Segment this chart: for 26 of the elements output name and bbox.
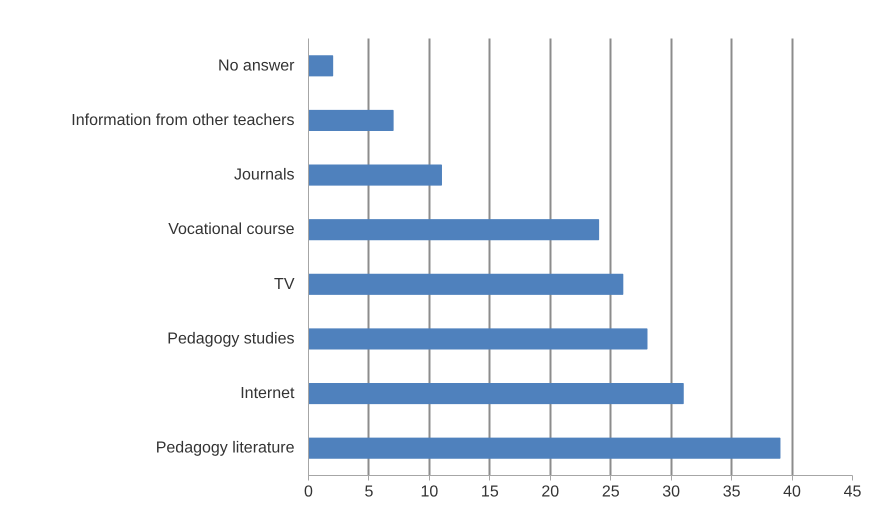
x-tick-label: 0 <box>304 484 314 500</box>
x-tick-label: 5 <box>364 484 374 500</box>
bar <box>308 382 684 404</box>
y-tick-label: Journals <box>234 166 295 184</box>
x-tick-label: 15 <box>480 484 499 500</box>
y-tick-label: Vocational course <box>168 221 295 238</box>
x-tick-label: 10 <box>420 484 438 500</box>
x-tick-label: 45 <box>844 484 862 500</box>
y-tick-label: Pedagogy literature <box>156 440 295 457</box>
y-tick-label: Information from other teachers <box>71 112 295 129</box>
y-tick-label: TV <box>274 276 295 293</box>
bar <box>308 164 442 186</box>
bar <box>308 274 624 295</box>
x-tick-label: 40 <box>783 484 802 500</box>
x-tick-label: 20 <box>541 484 560 500</box>
y-tick-label: Internet <box>240 385 296 402</box>
bar <box>308 328 648 350</box>
x-tick-label: 30 <box>662 484 680 500</box>
x-tick-label: 35 <box>722 484 741 500</box>
x-tick-label: 25 <box>602 484 620 500</box>
bar <box>308 438 780 459</box>
bar <box>308 219 600 240</box>
y-tick-label: Pedagogy studies <box>167 330 294 348</box>
bar <box>308 55 334 76</box>
y-tick-label: No answer <box>218 57 296 74</box>
bar <box>308 110 394 132</box>
